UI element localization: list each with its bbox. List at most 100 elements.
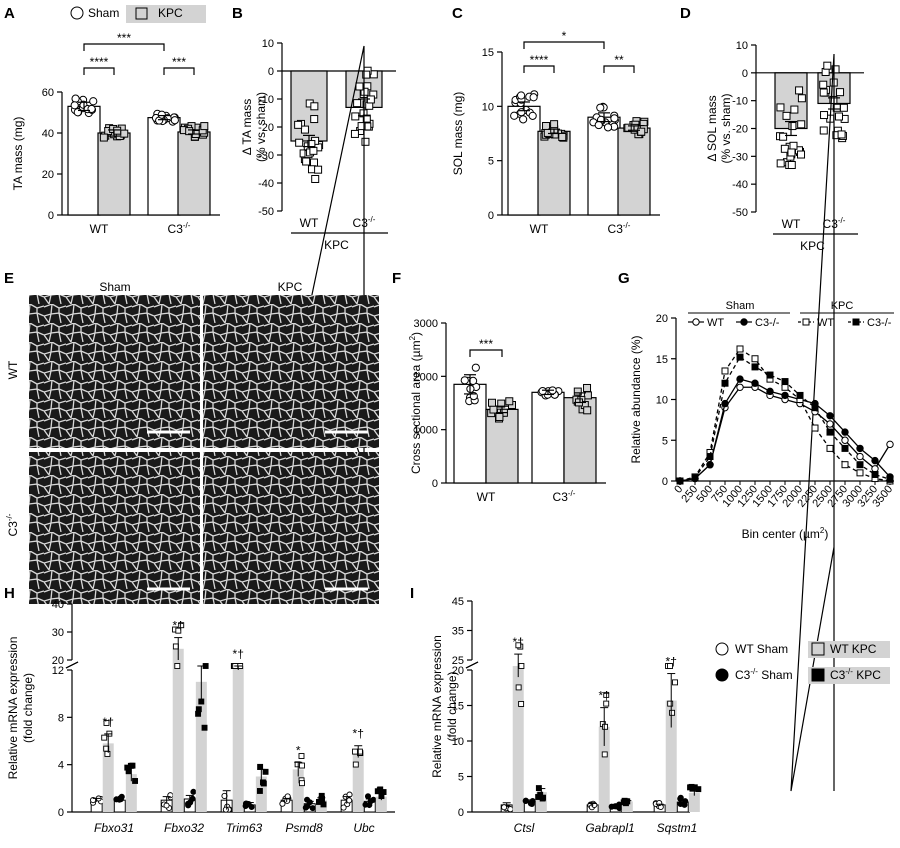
panel-c-bar	[587, 116, 621, 216]
panel-a-data-point	[70, 101, 79, 110]
panel-d-data-point	[837, 130, 846, 139]
panel-c-data-point	[603, 123, 613, 132]
panel-i-significance-mark: *†	[513, 635, 524, 649]
panel-h-data-point	[304, 803, 311, 810]
panel-h-y-tick-label: 12	[52, 665, 64, 677]
panel-c-significance	[523, 41, 605, 49]
panel-h-significance-mark: *†	[173, 619, 184, 633]
panel-d-y-tick-label: -40	[732, 179, 748, 191]
panel-label-f: F	[392, 270, 401, 287]
panel-g-point	[676, 477, 684, 485]
panel-b-data-point	[314, 165, 323, 174]
panel-h-data-point	[195, 706, 202, 713]
panel-g-y-tick-label: 20	[656, 313, 668, 325]
panel-a-bar	[67, 105, 101, 216]
legend-wt-kpc-marker	[811, 642, 825, 656]
panel-h-data-point	[201, 724, 208, 731]
panel-d-data-point	[776, 103, 785, 112]
panel-d-data-point	[779, 132, 788, 141]
panel-f: F 0 1000 2000 3000 WT C3-/- *** Cross sectional…	[392, 270, 606, 504]
panel-c-data-point	[550, 120, 559, 129]
panel-h-gene-label: Fbxo32	[164, 821, 204, 835]
panel-h-data-point	[279, 800, 286, 807]
panel-i-data-point	[515, 684, 522, 691]
panel-g-legend-label: WT	[817, 317, 834, 329]
plot-d: -50 -40 -30 -20 -10 0 10 WT C3-/- KPC *** Δ SOL mas…	[705, 0, 864, 792]
panel-d-y-tick-label: -20	[732, 124, 748, 136]
panel-h-data-point	[364, 793, 372, 800]
panel-a-y-tick-label: 20	[42, 169, 54, 181]
panel-i-data-point	[518, 701, 525, 707]
panel-i-y-tick-label: 45	[452, 596, 464, 608]
panel-f-data-point	[489, 405, 498, 414]
panel-h-gene-label: Fbxo31	[94, 821, 134, 835]
panel-g-legend-marker	[692, 318, 700, 326]
panel-d-y-label: Δ SOL mass	[705, 95, 719, 161]
panel-h-y-label: Relative mRNA expression	[6, 637, 20, 780]
panel-g-point	[871, 456, 879, 465]
panel-a-data-point	[113, 126, 122, 135]
legend-wt-kpc-label: WT KPC	[830, 642, 877, 656]
panel-e: E Sham KPC WT C3-/-	[4, 270, 379, 604]
panel-a-y-label: TA mass (mg)	[11, 117, 25, 191]
panel-g-point	[721, 367, 729, 375]
panel-g-point	[811, 404, 819, 412]
panel-f-y-tick-label: 0	[432, 478, 438, 490]
panel-h-data-point	[178, 622, 185, 629]
panel-h-bar	[102, 743, 114, 812]
panel-h-bar	[172, 648, 184, 812]
panel-d-data-point	[797, 94, 806, 103]
panel-h-data-point	[298, 753, 305, 759]
panel-d-data-point	[829, 95, 838, 104]
panel-b-kpc-label: KPC	[324, 238, 349, 252]
panel-h-data-point	[175, 627, 182, 634]
panel-g-point	[751, 355, 759, 363]
panel-h-data-point	[189, 795, 196, 802]
micrograph-c3-sham	[29, 452, 200, 604]
panel-g-point	[781, 391, 789, 400]
panel-i-data-point	[601, 751, 608, 758]
panel-g-x-label: Bin center (µm2)	[742, 526, 829, 541]
panel-g-point	[736, 375, 744, 383]
micrograph-wt-sham	[29, 295, 200, 448]
panel-f-data-point	[497, 399, 506, 408]
panel-d-data-point	[797, 150, 806, 159]
panel-g-y-tick-label: 5	[662, 435, 668, 447]
panel-c-group-label: WT	[530, 222, 549, 236]
panel-i-data-point	[667, 700, 674, 707]
legend-kpc-marker	[135, 7, 148, 20]
legend-wt-kpc-box	[808, 641, 890, 658]
panel-g-point	[796, 391, 804, 399]
panel-d-data-point	[820, 111, 829, 120]
panel-i-bar	[512, 666, 524, 812]
panel-h-data-point	[172, 643, 179, 650]
panel-a-y-tick-label: 0	[48, 210, 54, 222]
panel-i-data-point	[522, 797, 529, 804]
panel-b-group-label: WT	[300, 216, 319, 230]
panel-f-data-point	[505, 397, 514, 406]
panel-d-y-tick-label: -50	[732, 207, 748, 219]
panel-g-point	[751, 363, 759, 371]
panel-b-data-point	[311, 174, 320, 183]
panel-b-y-tick-label: -20	[258, 122, 274, 134]
panel-a-group-label: WT	[90, 222, 109, 236]
panel-g-point	[856, 452, 864, 461]
panel-c-y-tick-label: 10	[482, 101, 494, 113]
panel-b-data-point	[351, 112, 360, 121]
panel-i-bar	[665, 700, 677, 812]
panel-g-point	[706, 461, 714, 469]
panel-i-data-point	[603, 700, 610, 707]
legend-c3-kpc-marker	[811, 668, 825, 682]
panel-f-group-label: C3-/-	[553, 489, 576, 504]
legend-c3-kpc-box	[808, 667, 890, 684]
panel-g: G 05101520025050075010001250150017502000…	[618, 270, 895, 541]
panel-h-data-point	[346, 791, 353, 798]
panel-b-y-tick-label: -40	[258, 178, 274, 190]
panel-c-significance-label: ****	[530, 53, 549, 67]
panel-g-point	[886, 440, 894, 449]
panel-d-y-tick-label: 0	[742, 68, 748, 80]
panel-a-significance	[163, 67, 195, 75]
panel-d-data-point	[839, 103, 848, 112]
